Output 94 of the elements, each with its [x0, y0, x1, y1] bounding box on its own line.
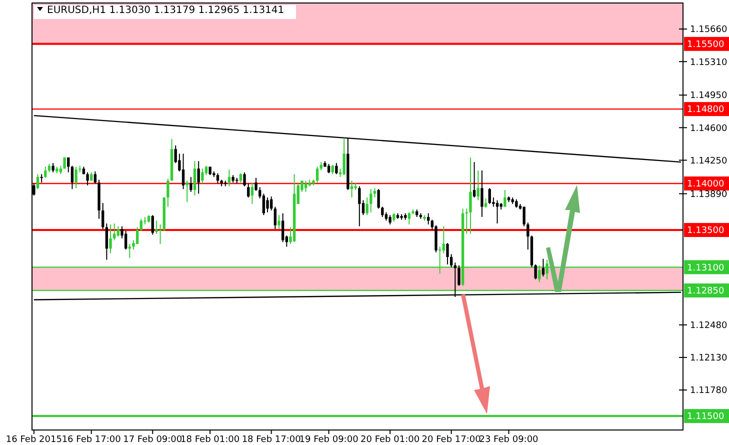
- candlestick: [534, 264, 537, 280]
- candlestick: [488, 188, 491, 204]
- candlestick: [270, 196, 273, 211]
- candlestick: [155, 220, 158, 234]
- candlestick: [224, 180, 227, 187]
- candlestick: [442, 226, 445, 254]
- candlestick: [36, 174, 40, 190]
- ref-line-label: 1.15500: [687, 40, 724, 50]
- candlestick: [335, 162, 338, 175]
- candlestick: [262, 193, 266, 216]
- candlestick: [186, 180, 188, 203]
- candlestick: [124, 230, 128, 250]
- candlestick: [388, 214, 392, 225]
- candlestick: [304, 180, 308, 192]
- candlestick: [522, 206, 526, 227]
- x-tick-label: 20 Feb 01:00: [360, 435, 420, 445]
- ref-line-label: 1.13500: [687, 226, 724, 236]
- candlestick: [504, 189, 506, 208]
- candlestick: [52, 162, 54, 173]
- candlestick: [446, 242, 449, 265]
- y-tick-label: 1.14600: [690, 124, 728, 134]
- candlestick: [151, 214, 154, 236]
- candlestick: [193, 160, 196, 196]
- candlestick: [86, 172, 89, 186]
- candlestick: [247, 182, 250, 198]
- candlestick: [140, 218, 142, 232]
- candlestick: [331, 164, 334, 175]
- candlestick: [228, 169, 231, 187]
- candlestick: [70, 165, 74, 190]
- x-tick-label: 18 Feb 17:00: [242, 435, 302, 445]
- candlestick: [197, 160, 200, 194]
- candlestick: [480, 170, 484, 218]
- y-tick-label: 1.11780: [690, 386, 728, 396]
- candlestick: [450, 254, 453, 268]
- candlestick: [239, 172, 242, 184]
- candlestick: [472, 162, 476, 198]
- x-tick-label: 17 Feb 09:00: [123, 435, 182, 445]
- candlestick: [102, 202, 104, 230]
- candlestick: [94, 170, 97, 184]
- candlestick: [109, 224, 112, 254]
- candlestick: [158, 224, 162, 244]
- candlestick: [316, 166, 319, 184]
- y-tick-label: 1.14950: [690, 91, 728, 102]
- candlestick: [250, 182, 254, 204]
- candlestick: [469, 156, 472, 234]
- candlestick: [281, 212, 284, 243]
- x-tick-label: 16 Feb 2015: [6, 435, 62, 445]
- candlestick: [44, 166, 47, 178]
- ref-line-label: 1.14000: [687, 180, 724, 190]
- candlestick: [67, 156, 70, 173]
- candlestick: [254, 177, 258, 192]
- x-tick-label: 19 Feb 09:00: [299, 435, 359, 445]
- ref-line-label: 1.12850: [687, 286, 724, 297]
- candlestick: [342, 137, 346, 176]
- candlestick: [243, 172, 246, 187]
- candlestick: [116, 226, 120, 237]
- ref-line-label: 1.13100: [687, 263, 724, 274]
- candlestick: [105, 222, 108, 260]
- x-tick-label: 18 Feb 01:00: [180, 435, 240, 445]
- candlestick: [377, 188, 380, 210]
- x-tick-label: 20 Feb 17:00: [422, 435, 482, 445]
- y-tick-label: 1.12130: [690, 354, 728, 364]
- y-tick-label: 1.14250: [690, 156, 728, 166]
- y-tick-label: 1.15660: [690, 25, 728, 36]
- candlestick: [136, 226, 139, 244]
- y-tick-label: 1.12480: [690, 321, 728, 332]
- candlestick: [358, 186, 361, 227]
- x-tick-label: 16 Feb 17:00: [62, 435, 122, 445]
- candlestick: [190, 176, 192, 192]
- candlestick: [278, 214, 280, 230]
- candlestick: [370, 188, 372, 213]
- candlestick: [366, 196, 368, 216]
- candlestick: [40, 174, 43, 184]
- candlestick: [274, 206, 277, 230]
- candlestick: [458, 264, 460, 286]
- candlestick: [526, 222, 530, 250]
- ref-line-label: 1.11500: [687, 412, 724, 422]
- candlestick: [166, 178, 170, 208]
- ref-line-label: 1.14800: [687, 105, 724, 116]
- chart-title: EURUSD,H1 1.13030 1.13179 1.12965 1.13141: [47, 5, 284, 16]
- x-tick-label: 23 Feb 09:00: [479, 435, 539, 445]
- y-tick-label: 1.15310: [690, 58, 728, 68]
- candlestick: [408, 212, 411, 225]
- candlestick: [182, 153, 185, 190]
- candlestick: [74, 166, 78, 189]
- candlestick: [216, 172, 220, 184]
- candlestick: [266, 196, 269, 213]
- y-tick-label: 1.13890: [690, 190, 728, 200]
- candlestick: [476, 170, 480, 201]
- candlestick: [128, 243, 131, 258]
- candlestick: [381, 206, 384, 218]
- candlestick: [112, 222, 116, 241]
- candlestick: [542, 258, 545, 278]
- candlestick: [327, 163, 330, 174]
